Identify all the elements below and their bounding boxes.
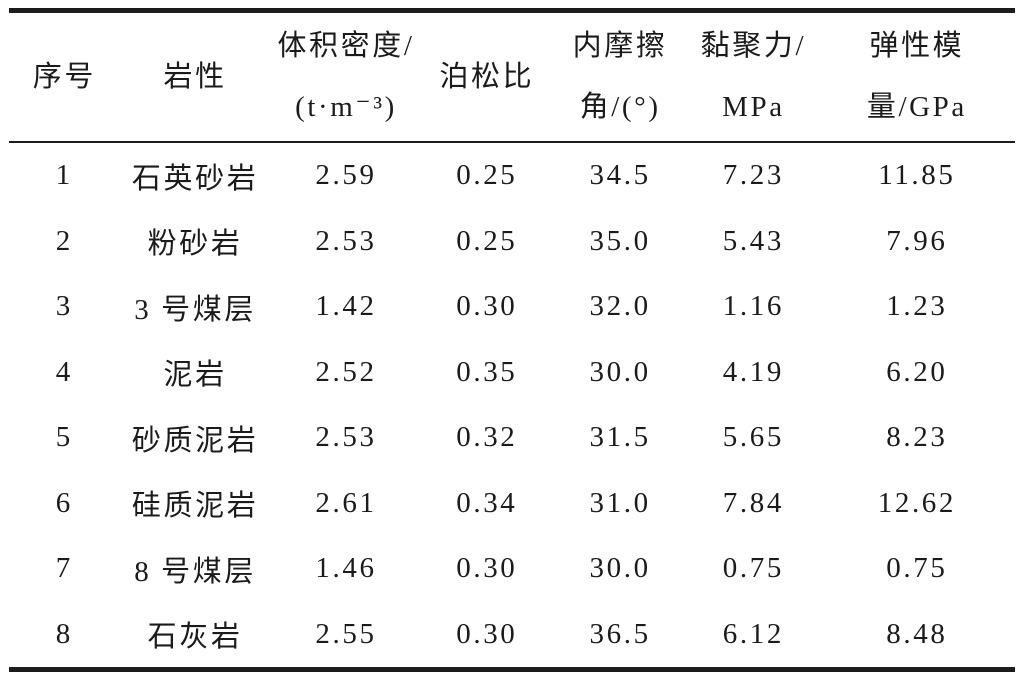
cell-seq: 8 [55, 617, 73, 650]
cell-poisson: 0.30 [456, 552, 518, 585]
cell-seq: 7 [55, 552, 73, 585]
table-row: 2 粉砂岩 2.53 0.25 35.0 5.43 7.96 [9, 209, 1015, 275]
cell-seq: 4 [55, 355, 73, 388]
cell-friction-angle: 35.0 [589, 224, 651, 257]
cell-cohesion: 5.65 [722, 421, 784, 454]
cell-elastic-mod: 1.23 [886, 290, 948, 323]
cell-seq: 5 [55, 421, 73, 454]
cell-poisson: 0.30 [456, 617, 518, 650]
cell-cohesion: 4.19 [722, 355, 784, 388]
cell-lithology: 硅质泥岩 [131, 490, 259, 523]
cell-bulk-density: 2.55 [315, 617, 377, 650]
cell-cohesion: 1.16 [722, 290, 784, 323]
cell-poisson: 0.25 [456, 224, 518, 257]
cell-lithology: 泥岩 [163, 359, 227, 392]
column-header-seq: 序号 [32, 60, 96, 93]
table-header-row: 序号 岩性 体积密度/ (t·m⁻³) 泊松比 内摩擦 角/(°) 黏聚力/ MPa 弹性模… [9, 11, 1015, 142]
cell-friction-angle: 31.0 [589, 486, 651, 519]
cell-lithology: 石灰岩 [147, 621, 243, 654]
cell-seq: 2 [55, 224, 73, 257]
cell-elastic-mod: 12.62 [877, 486, 957, 519]
cell-lithology: 8 号煤层 [134, 555, 256, 588]
table-header: 序号 岩性 体积密度/ (t·m⁻³) 泊松比 内摩擦 角/(°) 黏聚力/ MPa 弹性模… [9, 11, 1015, 142]
cell-cohesion: 7.23 [722, 159, 784, 192]
cell-cohesion: 7.84 [722, 486, 784, 519]
table-body: 1 石英砂岩 2.59 0.25 34.5 7.23 11.85 2 粉砂岩 2.53 0.25 35… [9, 142, 1015, 670]
cell-friction-angle: 32.0 [589, 290, 651, 323]
cell-friction-angle: 30.0 [589, 355, 651, 388]
column-header-bulk-density: 体积密度/ (t·m⁻³) [277, 30, 415, 123]
cell-seq: 1 [55, 159, 73, 192]
cell-lithology: 3 号煤层 [134, 293, 256, 326]
cell-bulk-density: 2.59 [315, 159, 377, 192]
table-row: 1 石英砂岩 2.59 0.25 34.5 7.23 11.85 [9, 142, 1015, 209]
column-header-cohesion: 黏聚力/ MPa [700, 30, 807, 123]
cell-bulk-density: 1.42 [315, 290, 377, 323]
cell-poisson: 0.25 [456, 159, 518, 192]
column-header-elastic-mod: 弹性模 量/GPa [866, 30, 967, 123]
cell-bulk-density: 2.52 [315, 355, 377, 388]
cell-elastic-mod: 11.85 [878, 159, 956, 192]
column-header-friction-angle: 内摩擦 角/(°) [572, 30, 668, 123]
cell-elastic-mod: 6.20 [886, 355, 948, 388]
table-row: 4 泥岩 2.52 0.35 30.0 4.19 6.20 [9, 340, 1015, 406]
cell-cohesion: 5.43 [722, 224, 784, 257]
cell-seq: 3 [55, 290, 73, 323]
table-row: 7 8 号煤层 1.46 0.30 30.0 0.75 0.75 [9, 536, 1015, 602]
table-row: 3 3 号煤层 1.42 0.30 32.0 1.16 1.23 [9, 274, 1015, 340]
cell-cohesion: 6.12 [722, 617, 784, 650]
cell-elastic-mod: 7.96 [886, 224, 948, 257]
cell-lithology: 粉砂岩 [147, 228, 243, 261]
rock-properties-table: 序号 岩性 体积密度/ (t·m⁻³) 泊松比 内摩擦 角/(°) 黏聚力/ MPa 弹性模… [9, 8, 1015, 672]
cell-seq: 6 [55, 486, 73, 519]
cell-friction-angle: 34.5 [589, 159, 651, 192]
table-row: 5 砂质泥岩 2.53 0.32 31.5 5.65 8.23 [9, 405, 1015, 471]
table-row: 8 石灰岩 2.55 0.30 36.5 6.12 8.48 [9, 602, 1015, 670]
cell-bulk-density: 2.61 [315, 486, 377, 519]
cell-poisson: 0.35 [456, 355, 518, 388]
cell-friction-angle: 36.5 [589, 617, 651, 650]
cell-poisson: 0.34 [456, 486, 518, 519]
cell-lithology: 砂质泥岩 [131, 424, 259, 457]
cell-lithology: 石英砂岩 [131, 162, 259, 195]
cell-elastic-mod: 0.75 [886, 552, 948, 585]
cell-poisson: 0.32 [456, 421, 518, 454]
column-header-lithology: 岩性 [163, 60, 227, 93]
cell-bulk-density: 2.53 [315, 421, 377, 454]
cell-elastic-mod: 8.23 [886, 421, 948, 454]
table-row: 6 硅质泥岩 2.61 0.34 31.0 7.84 12.62 [9, 471, 1015, 537]
cell-friction-angle: 30.0 [589, 552, 651, 585]
cell-elastic-mod: 8.48 [886, 617, 948, 650]
cell-poisson: 0.30 [456, 290, 518, 323]
cell-cohesion: 0.75 [722, 552, 784, 585]
cell-friction-angle: 31.5 [589, 421, 651, 454]
column-header-poisson: 泊松比 [439, 60, 535, 93]
cell-bulk-density: 1.46 [315, 552, 377, 585]
cell-bulk-density: 2.53 [315, 224, 377, 257]
